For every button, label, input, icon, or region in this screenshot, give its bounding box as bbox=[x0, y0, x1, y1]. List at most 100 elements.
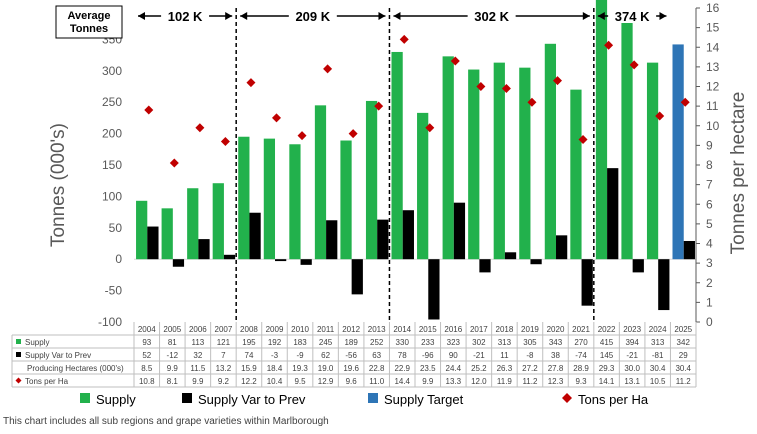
supply-bar bbox=[468, 69, 480, 260]
year-label: 2012 bbox=[342, 325, 360, 334]
year-label: 2024 bbox=[649, 325, 667, 334]
supply-var-bar bbox=[275, 259, 287, 262]
year-label: 2005 bbox=[163, 325, 181, 334]
table-cell: 10.8 bbox=[139, 377, 155, 386]
year-label: 2013 bbox=[368, 325, 386, 334]
footnote: This chart includes all sub regions and … bbox=[3, 416, 329, 427]
table-cell: 30.4 bbox=[650, 364, 666, 373]
legend-tons-per-ha-swatch bbox=[562, 393, 572, 403]
band-label: 374 K bbox=[615, 9, 650, 24]
y2-tick-label: 0 bbox=[706, 315, 713, 329]
y-tick-label: 50 bbox=[109, 221, 123, 235]
tons-per-ha-marker bbox=[323, 64, 333, 74]
supply-bar bbox=[212, 183, 224, 260]
y2-tick-label: 12 bbox=[706, 80, 720, 94]
supply-var-bar bbox=[607, 168, 619, 260]
supply-bar bbox=[570, 89, 582, 260]
table-cell: 19.0 bbox=[318, 364, 334, 373]
supply-bar bbox=[263, 138, 276, 260]
table-cell: 28.9 bbox=[573, 364, 589, 373]
supply-var-bar bbox=[377, 219, 389, 260]
table-cell: 10.5 bbox=[650, 377, 666, 386]
table-cell: 302 bbox=[472, 338, 486, 347]
supply-bar bbox=[493, 62, 505, 260]
table-cell: 9.2 bbox=[218, 377, 230, 386]
table-cell: 24.4 bbox=[446, 364, 462, 373]
table-cell: 245 bbox=[319, 338, 333, 347]
table-cell: -8 bbox=[526, 351, 534, 360]
average-tonnes-label: Average Tonnes bbox=[67, 10, 110, 35]
table-cell: 13.1 bbox=[624, 377, 640, 386]
band-label: 209 K bbox=[295, 9, 330, 24]
table-cell: 12.2 bbox=[241, 377, 257, 386]
table-cell: 323 bbox=[447, 338, 461, 347]
year-label: 2009 bbox=[266, 325, 284, 334]
tons-per-ha-marker bbox=[348, 129, 358, 139]
tons-per-ha-marker bbox=[220, 136, 230, 146]
y-tick-label: -50 bbox=[105, 284, 123, 298]
table-row-label: Producing Hectares (000's) bbox=[27, 364, 124, 373]
supply-var-bar bbox=[172, 259, 185, 267]
row-swatch bbox=[15, 377, 22, 384]
tons-per-ha-marker bbox=[604, 40, 614, 50]
table-cell: -12 bbox=[167, 351, 179, 360]
table-cell: 81 bbox=[168, 338, 177, 347]
y-tick-label: -100 bbox=[98, 315, 122, 329]
table-cell: 7 bbox=[221, 351, 226, 360]
table-cell: -74 bbox=[575, 351, 587, 360]
table-cell: 10.4 bbox=[267, 377, 283, 386]
table-cell: 38 bbox=[551, 351, 560, 360]
table-cell: 9.9 bbox=[422, 377, 434, 386]
supply-var-bar bbox=[326, 220, 338, 260]
year-label: 2014 bbox=[393, 325, 411, 334]
legend-supply-label: Supply bbox=[96, 392, 136, 407]
y-tick-label: 200 bbox=[102, 127, 122, 141]
table-cell: 18.4 bbox=[267, 364, 283, 373]
supply-bar bbox=[365, 100, 378, 260]
y-tick-label: 300 bbox=[102, 64, 122, 78]
tons-per-ha-marker bbox=[169, 158, 179, 168]
tons-per-ha-marker bbox=[399, 34, 409, 44]
year-label: 2018 bbox=[496, 325, 514, 334]
band-label-bg bbox=[161, 7, 210, 23]
table-cell: 12.9 bbox=[318, 377, 334, 386]
table-cell: 9.9 bbox=[192, 377, 204, 386]
supply-var-bar bbox=[479, 259, 491, 273]
supply-bar bbox=[314, 105, 327, 260]
band-arrow-right bbox=[659, 12, 667, 20]
y2-tick-label: 13 bbox=[706, 60, 720, 74]
y2-tick-label: 16 bbox=[706, 1, 720, 15]
y-tick-label: 150 bbox=[102, 158, 122, 172]
tons-per-ha-marker bbox=[246, 78, 256, 88]
table-cell: -9 bbox=[296, 351, 304, 360]
table-cell: 29 bbox=[679, 351, 688, 360]
y-tick-label: 0 bbox=[115, 252, 122, 266]
y2-axis-title: Tonnes per hectare bbox=[728, 92, 749, 255]
period-bands: 102 K 209 K 302 K 374 K bbox=[138, 7, 667, 322]
table-cell: 74 bbox=[245, 351, 254, 360]
table-cell: 23.5 bbox=[420, 364, 436, 373]
table-cell: 11.9 bbox=[497, 377, 513, 386]
table-cell: -21 bbox=[626, 351, 638, 360]
year-label: 2021 bbox=[572, 325, 590, 334]
supply-var-bar bbox=[351, 259, 363, 295]
band-arrow-left bbox=[138, 12, 145, 20]
y-axis-title: Tonnes (000's) bbox=[48, 123, 69, 247]
year-label: 2017 bbox=[470, 325, 488, 334]
table-cell: 11.2 bbox=[676, 377, 692, 386]
tons-per-ha-marker bbox=[374, 101, 384, 111]
table-cell: 63 bbox=[372, 351, 381, 360]
table-cell: 313 bbox=[498, 338, 512, 347]
band-label: 302 K bbox=[474, 9, 509, 24]
year-label: 2025 bbox=[674, 325, 692, 334]
y-tick-label: 250 bbox=[102, 95, 122, 109]
table-cell: -81 bbox=[652, 351, 664, 360]
supply-bar bbox=[595, 0, 608, 260]
table-cell: 12.0 bbox=[471, 377, 487, 386]
supply-bar bbox=[391, 51, 403, 260]
band-label-bg bbox=[288, 7, 337, 23]
supply-bar bbox=[238, 136, 250, 260]
row-swatch bbox=[16, 339, 21, 344]
year-label: 2023 bbox=[623, 325, 641, 334]
supply-var-bar bbox=[428, 259, 440, 320]
